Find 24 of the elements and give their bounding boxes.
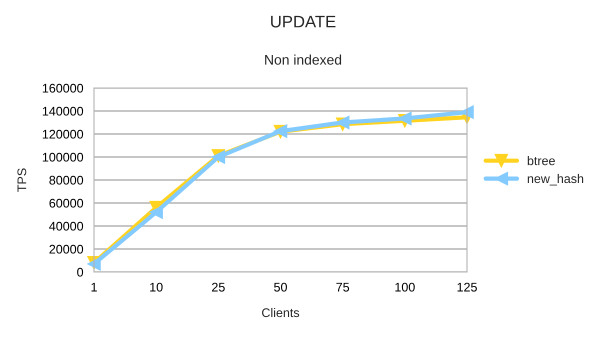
y-tick-label: 60000: [49, 198, 84, 208]
x-tick-label: 10: [150, 282, 163, 292]
point: [460, 105, 474, 119]
x-tick-label: 100: [395, 282, 415, 292]
y-tick-label: 80000: [49, 176, 84, 185]
x-axis-title: Clients: [262, 308, 300, 318]
y-tick-label: 160000: [42, 84, 84, 93]
x-tick-label: 1: [91, 282, 97, 292]
y-tick-label: 100000: [42, 152, 84, 162]
x-tick-label: 75: [336, 282, 350, 292]
chart-subtitle: Non indexed: [265, 54, 342, 65]
y-tick-label: 0: [77, 268, 84, 277]
x-tick-label: 25: [212, 282, 225, 292]
x-tick-label: 50: [274, 282, 287, 292]
point: [149, 205, 163, 219]
y-tick-label: 40000: [49, 222, 84, 231]
y-tick-label: 140000: [42, 106, 84, 116]
y-tick-label: 20000: [49, 244, 84, 254]
chart-title: UPDATE: [271, 16, 336, 28]
y-tick-label: 120000: [42, 130, 84, 139]
legend-label: btree: [528, 156, 555, 166]
x-tick-label: 125: [458, 282, 477, 292]
legend-label: new_hash: [528, 174, 584, 186]
y-axis-title: TPS: [17, 168, 26, 192]
